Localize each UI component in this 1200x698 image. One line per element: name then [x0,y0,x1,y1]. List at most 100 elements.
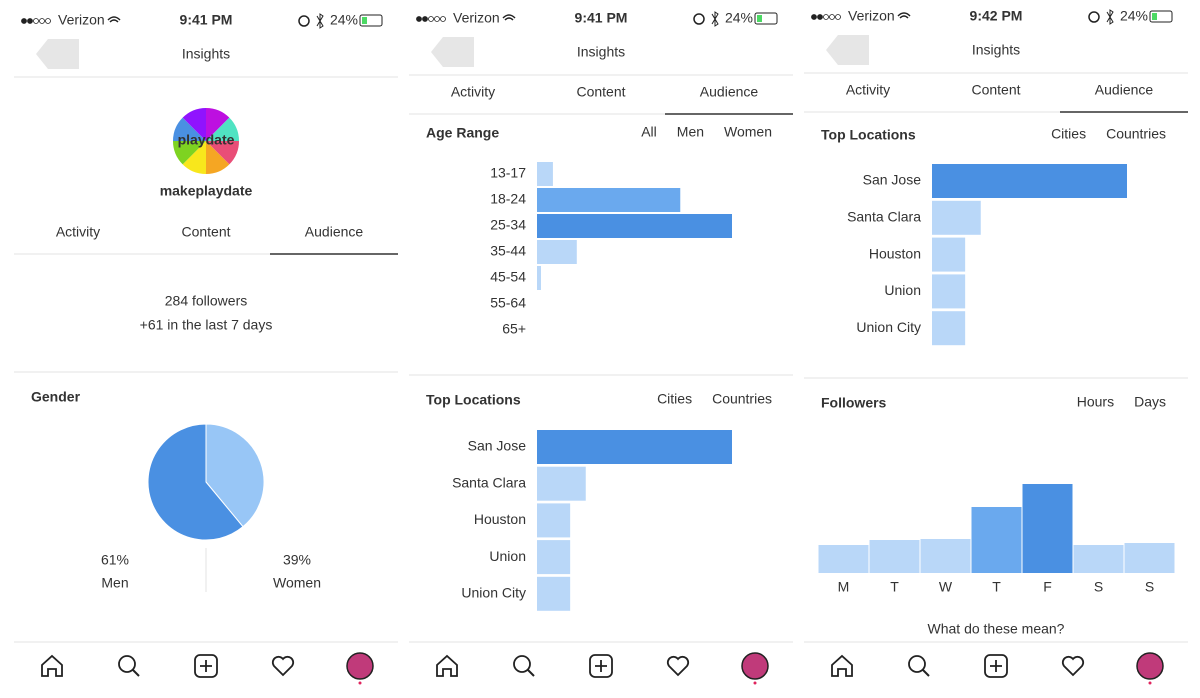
signal-dot [817,14,823,20]
lock-icon [1088,11,1100,23]
signal-dot [33,18,39,24]
column [920,539,971,573]
signal-dot [434,16,440,22]
nav-search-handle [132,669,140,677]
signal-dot [835,14,841,20]
bar-label: 18-24 [490,191,526,207]
battery-level: 24% [725,10,753,26]
section-title: Gender [31,389,81,405]
tab[interactable]: Content [576,84,625,100]
bar [537,240,577,264]
signal-dot [21,18,27,24]
nav-add-plus [595,660,607,672]
filter[interactable]: Cities [657,391,692,407]
nav-profile[interactable] [346,652,374,680]
bar-label: 65+ [502,321,526,337]
nav-search[interactable] [908,655,926,673]
back-button[interactable] [826,35,869,65]
column-label: S [1145,579,1154,595]
lock-icon [298,15,310,27]
nav-add[interactable] [589,654,613,678]
nav-search[interactable] [118,655,136,673]
battery-level: 24% [1120,8,1148,24]
bar [537,188,681,212]
bar-label: Union [489,548,526,564]
status-time: 9:41 PM [180,12,233,28]
tab[interactable]: Audience [305,224,364,240]
bar-label: 55-64 [490,295,526,311]
nav-profile[interactable] [741,652,769,680]
nav-profile-dot [753,681,757,685]
tab[interactable]: Audience [700,84,759,100]
avatar-petal [206,141,240,165]
tab[interactable]: Activity [451,84,495,100]
bar [537,162,553,186]
column-label: T [890,579,899,595]
bar-label: San Jose [468,438,527,454]
avatar-petal [206,108,230,141]
nav-home[interactable] [436,654,458,677]
wifi-icon [502,14,516,21]
screen-title: Insights [972,42,1020,58]
battery-fill [1152,13,1157,20]
follower-count: 284 followers [165,293,248,309]
bluetooth-icon [316,13,324,29]
filter[interactable]: All [641,124,657,140]
bar [537,576,571,611]
nav-home[interactable] [831,654,853,677]
signal-dot [45,18,51,24]
help-link[interactable]: What do these mean? [928,621,1065,637]
nav-add[interactable] [194,654,218,678]
signal-dot [428,16,434,22]
column [818,545,869,573]
nav-profile-dot [358,681,362,685]
nav-activity[interactable] [1061,655,1085,677]
back-button[interactable] [36,39,79,69]
bar-label: 45-54 [490,269,526,285]
bar-label: Houston [869,245,921,261]
status-time: 9:41 PM [575,10,628,26]
username: makeplaydate [160,183,253,199]
nav-search[interactable] [513,655,531,673]
signal-dot [416,16,422,22]
filter[interactable]: Cities [1051,126,1086,142]
screen-bg [804,8,1188,690]
nav-activity[interactable] [271,655,295,677]
filter[interactable]: Hours [1077,394,1114,410]
screen-title: Insights [182,46,230,62]
bar-label: San Jose [863,172,922,188]
filter[interactable]: Countries [712,391,772,407]
bar [932,311,966,346]
carrier: Verizon [848,8,895,24]
bar [537,503,571,538]
bar [537,214,732,238]
tab[interactable]: Audience [1095,82,1154,98]
bar-label: 35-44 [490,243,526,259]
tab[interactable]: Activity [846,82,890,98]
battery-icon [1149,10,1173,23]
section-title: Top Locations [821,127,916,143]
nav-home[interactable] [41,654,63,677]
column-label: F [1043,579,1052,595]
nav-add[interactable] [984,654,1008,678]
back-button[interactable] [431,37,474,67]
filter[interactable]: Days [1134,394,1166,410]
filter[interactable]: Countries [1106,126,1166,142]
bar [932,274,966,309]
filter[interactable]: Men [677,124,704,140]
lock-icon [693,13,705,25]
tab[interactable]: Content [971,82,1020,98]
signal-dot [829,14,835,20]
avatar-petal [182,108,206,141]
bar-label: Union City [856,319,921,335]
nav-profile[interactable] [1136,652,1164,680]
tab[interactable]: Content [181,224,230,240]
battery-fill [757,15,762,22]
tab[interactable]: Activity [56,224,100,240]
filter[interactable]: Women [724,124,772,140]
nav-activity[interactable] [666,655,690,677]
nav-search-handle [922,669,930,677]
bar-label: Union City [461,585,526,601]
wifi-icon [897,12,911,19]
nav-add-plus [200,660,212,672]
